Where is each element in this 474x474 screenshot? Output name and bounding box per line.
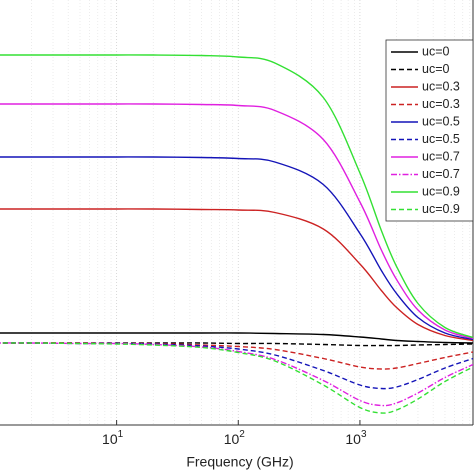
series-line	[0, 332, 473, 344]
legend-label: uc=0.9	[422, 202, 460, 216]
x-tick-base: 10	[102, 431, 118, 447]
x-tick-exponent: 1	[118, 429, 124, 440]
series-line	[0, 342, 473, 390]
series-line	[0, 103, 473, 340]
legend-label: uc=0	[422, 62, 450, 76]
legend-label: uc=0.9	[422, 184, 460, 198]
series-line	[0, 342, 473, 414]
x-tick-label: 102	[224, 429, 246, 447]
x-tick-label: 101	[102, 429, 124, 447]
x-tick-base: 10	[224, 431, 240, 447]
x-tick-exponent: 2	[239, 429, 245, 440]
legend: uc=0 uc=0 uc=0.3 uc=0.3 uc=0.5 uc=0.5 uc=0.7 uc…	[385, 39, 474, 222]
legend-label: uc=0.3	[422, 97, 460, 111]
series-line	[0, 342, 473, 370]
legend-label: uc=0.3	[422, 79, 460, 93]
legend-label: uc=0.7	[422, 149, 460, 163]
x-axis-label: Frequency (GHz)	[186, 454, 293, 470]
series-line	[0, 54, 473, 339]
x-tick-exponent: 3	[361, 429, 367, 440]
grid	[31, 0, 471, 425]
legend-label: uc=0	[422, 44, 450, 58]
x-tick-label: 103	[345, 429, 367, 447]
legend-label: uc=0.5	[422, 132, 460, 146]
legend-label: uc=0.7	[422, 167, 460, 181]
series-line	[0, 156, 473, 341]
legend-label: uc=0.5	[422, 114, 460, 128]
x-tick-base: 10	[345, 431, 361, 447]
series-line	[0, 208, 473, 342]
